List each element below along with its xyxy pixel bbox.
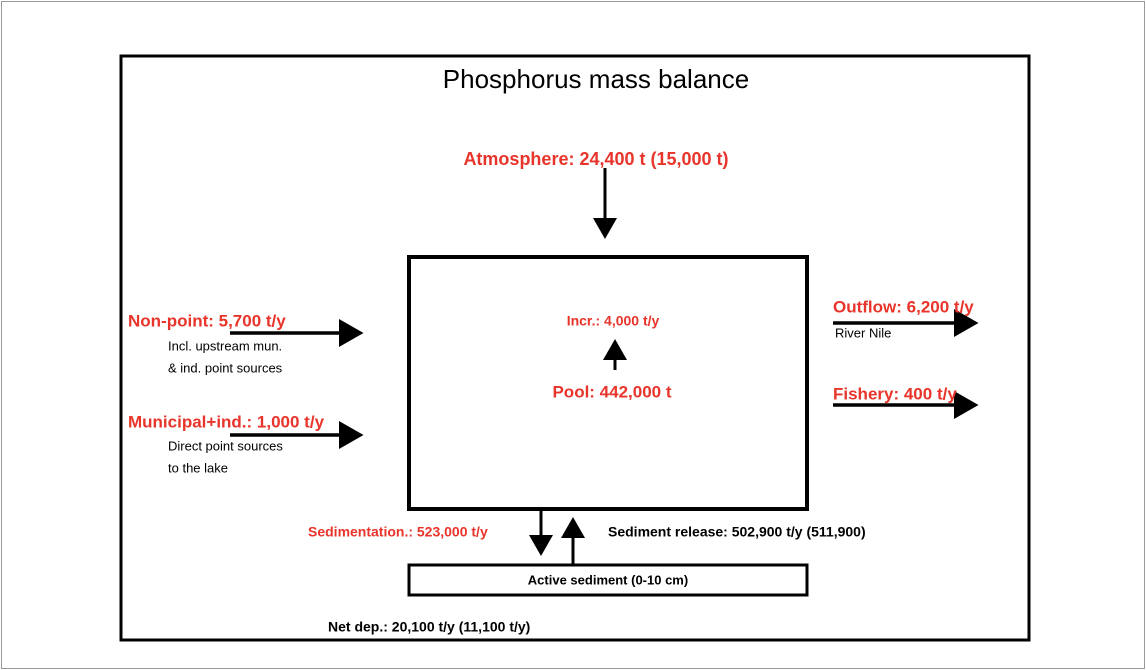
release-label: Sediment release: 502,900 t/y (511,900) [608,524,866,540]
outflow-note: River Nile [835,325,891,340]
sedimentation-label: Sedimentation.: 523,000 t/y [308,524,488,540]
title: Phosphorus mass balance [443,64,749,94]
sediment-label: Active sediment (0-10 cm) [528,572,688,587]
sediment-box [407,563,809,597]
outflow-label: Outflow: 6,200 t/y [833,297,974,316]
municipal-note: Direct point sources [168,438,283,453]
lake-box [407,255,809,511]
fishery-label: Fishery: 400 t/y [833,384,957,403]
atmosphere-label: Atmosphere: 24,400 t (15,000 t) [463,149,728,169]
municipal-label: Municipal+ind.: 1,000 t/y [128,412,325,431]
municipal-note: to the lake [168,460,228,475]
increase-label: Incr.: 4,000 t/y [567,313,660,329]
non-point-note: & ind. point sources [168,360,283,375]
non-point-label: Non-point: 5,700 t/y [128,311,286,330]
pool-label: Pool: 442,000 t [552,382,671,401]
non-point-note: Incl. upstream mun. [168,338,282,353]
net-deposition-label: Net dep.: 20,100 t/y (11,100 t/y) [328,619,530,635]
frame [119,54,1031,642]
